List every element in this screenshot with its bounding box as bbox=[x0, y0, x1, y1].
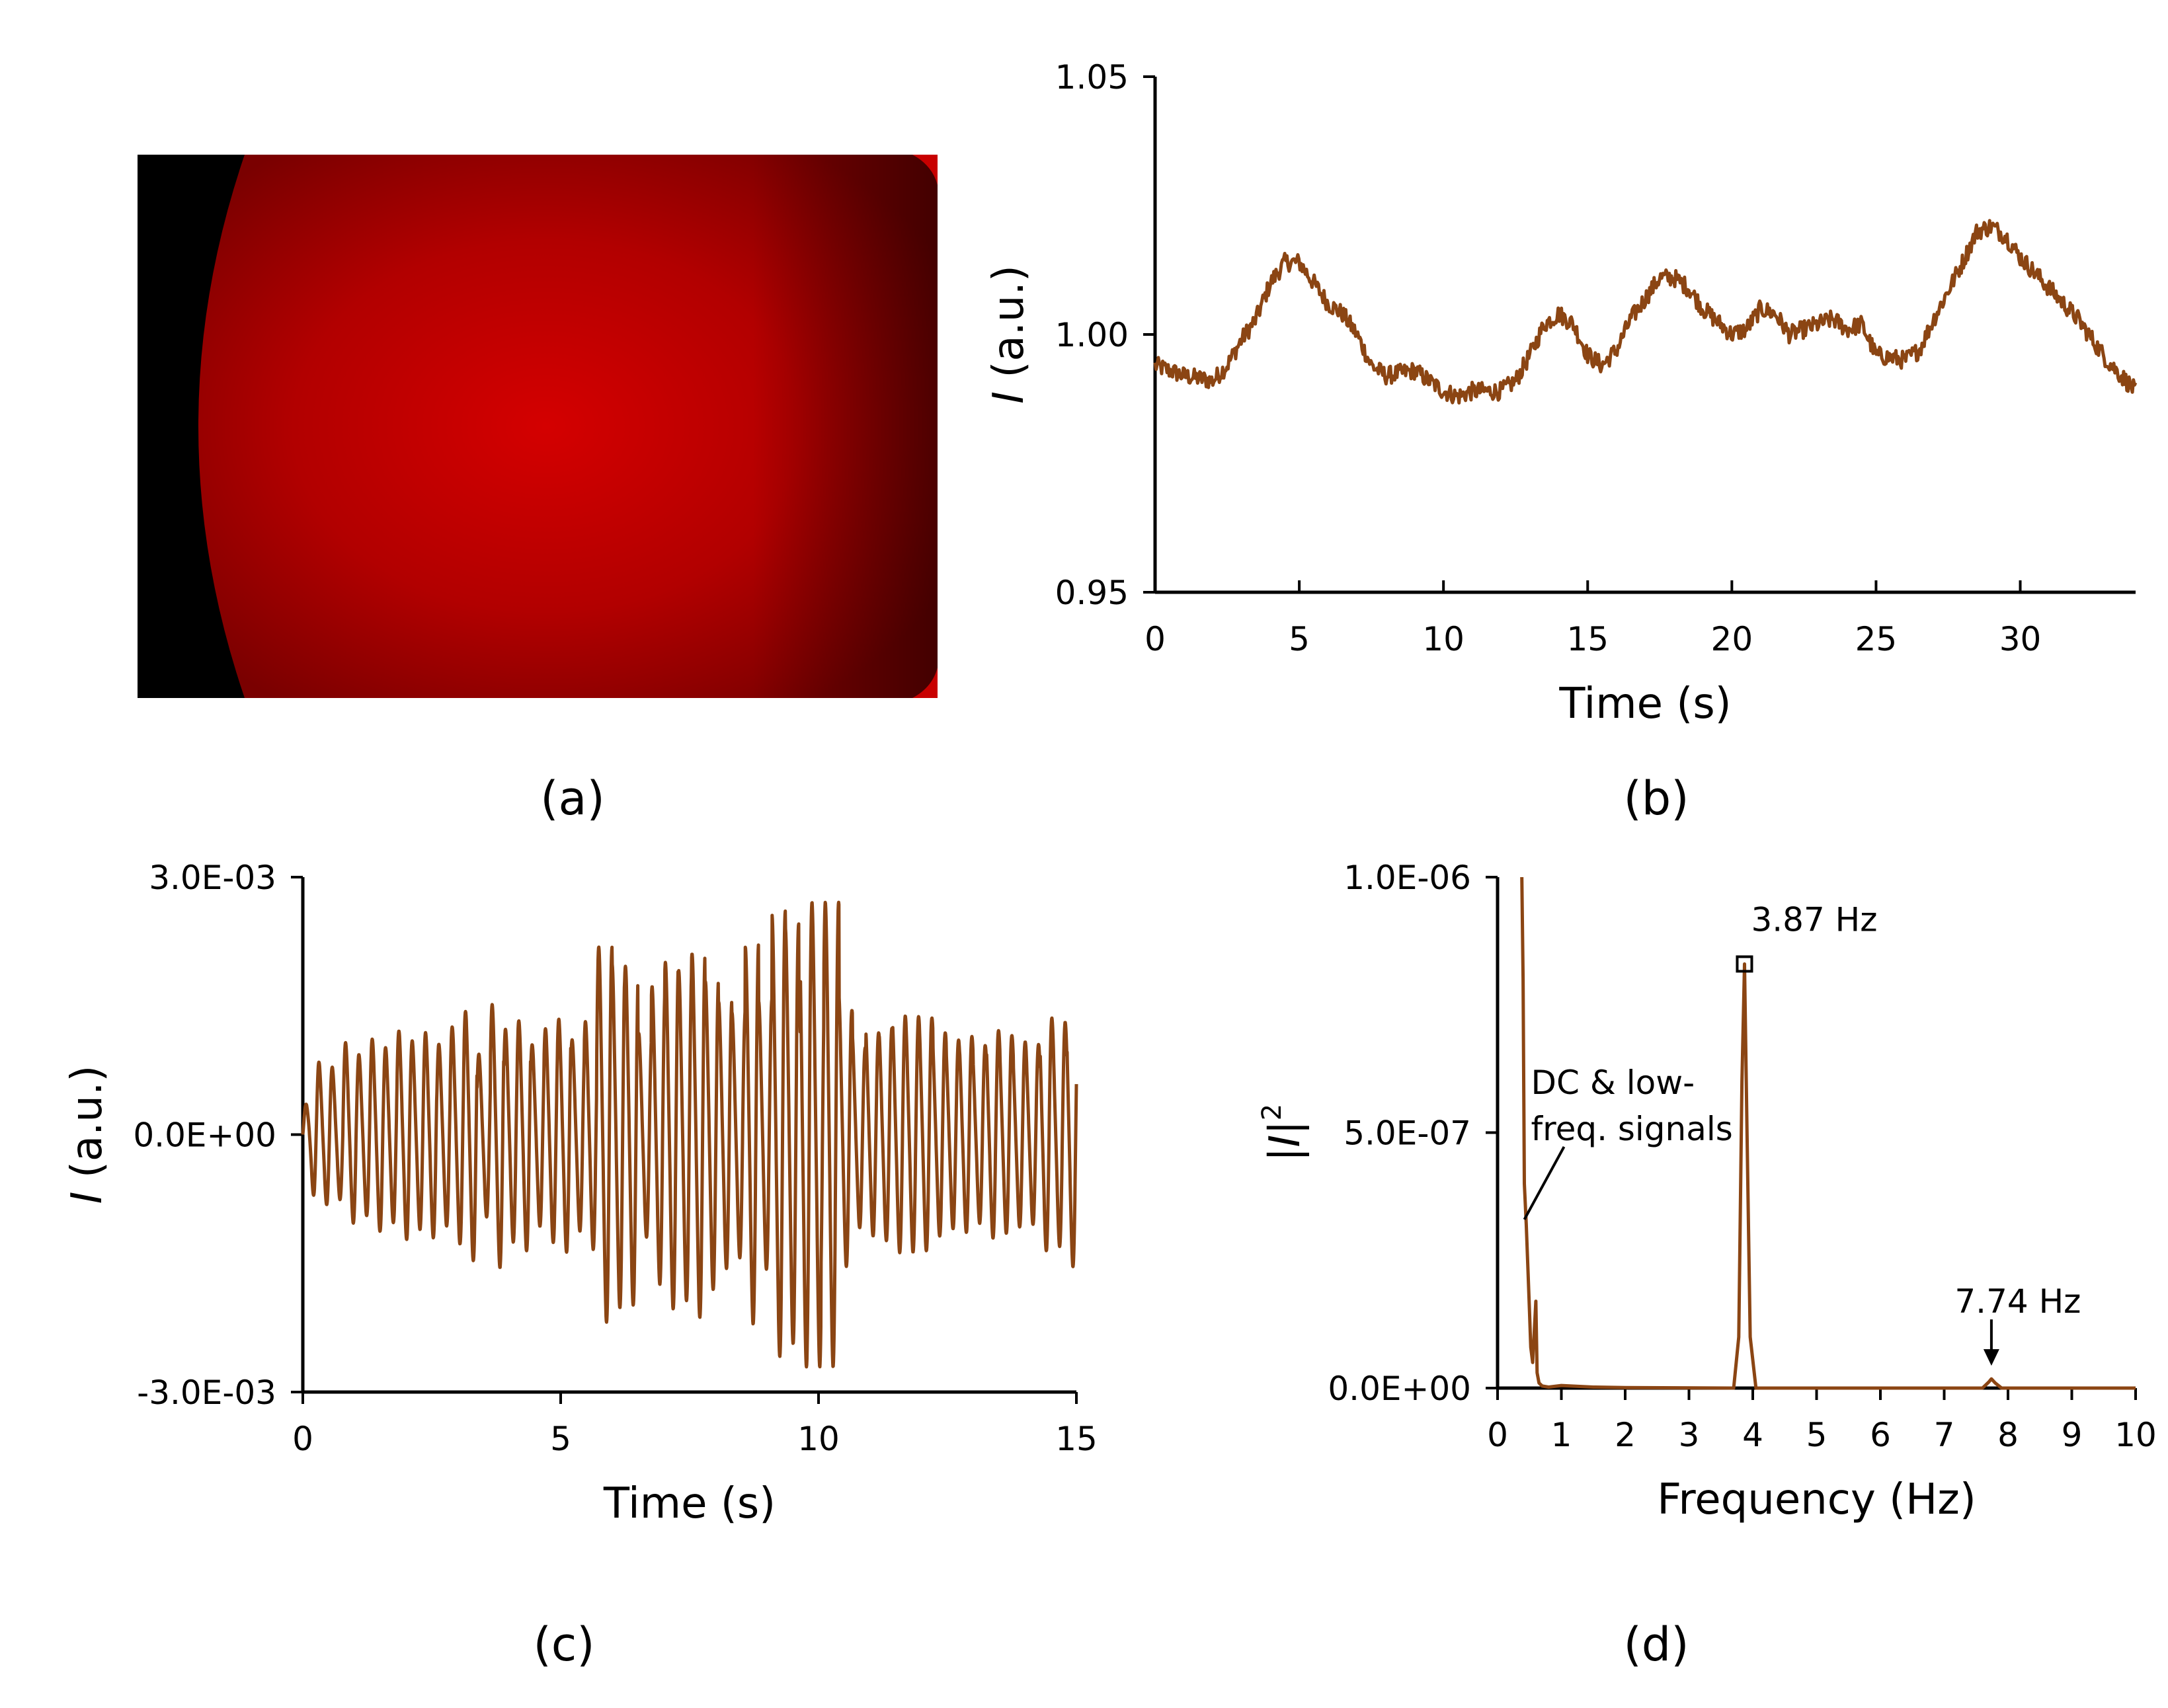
series-line-oscillation bbox=[301, 900, 1078, 1369]
y-tick-label: 0.0E+00 bbox=[133, 1116, 276, 1155]
x-tick-label: 5 bbox=[1806, 1416, 1827, 1454]
x-tick-label: 25 bbox=[1855, 620, 1898, 658]
x-tick-label: 0 bbox=[292, 1420, 313, 1458]
panel-label-c: (c) bbox=[533, 1617, 594, 1672]
annotation-dc-label-line1: DC & low- bbox=[1531, 1064, 1695, 1102]
chart-b: 0.95 1.00 1.05 0 5 10 15 20 25 30 Time (s) I (a.u.)… bbox=[984, 58, 2138, 826]
y-axis-label-superscript: 2 bbox=[1257, 1104, 1287, 1120]
y-axis-label: I (a.u.) bbox=[984, 265, 1033, 404]
y-tick-label: 0.0E+00 bbox=[1328, 1370, 1471, 1408]
y-tick-label: 1.00 bbox=[1055, 316, 1129, 354]
annotation-peak-label: 3.87 Hz bbox=[1751, 900, 1877, 939]
x-tick-label: 10 bbox=[797, 1420, 840, 1458]
y-tick-label: 1.0E-06 bbox=[1344, 859, 1471, 897]
y-axis-label-units: (a.u.) bbox=[984, 265, 1033, 391]
y-tick-label: 3.0E-03 bbox=[149, 859, 276, 897]
x-tick-label: 10 bbox=[2114, 1416, 2157, 1454]
annotation-leader-line bbox=[1523, 1145, 1566, 1220]
panel-label-d: (d) bbox=[1623, 1617, 1689, 1672]
series-line-intensity bbox=[1153, 219, 2138, 405]
y-tick-label: 5.0E-07 bbox=[1344, 1114, 1471, 1153]
y-axis-label-units: (a.u.) bbox=[63, 1066, 112, 1192]
x-tick-label: 6 bbox=[1870, 1416, 1891, 1454]
corner-highlight-top bbox=[912, 155, 938, 185]
annotation-dc-label-line2: freq. signals bbox=[1531, 1110, 1733, 1148]
y-axis-label-italic: I bbox=[984, 391, 1033, 404]
x-tick-label: 5 bbox=[550, 1420, 571, 1458]
panel-label-b: (b) bbox=[1623, 771, 1689, 826]
x-tick-label: 2 bbox=[1615, 1416, 1636, 1454]
x-tick-label: 7 bbox=[1934, 1416, 1955, 1454]
x-tick-label: 15 bbox=[1566, 620, 1609, 658]
y-tick-label: 0.95 bbox=[1055, 574, 1129, 612]
x-tick-label: 9 bbox=[2062, 1416, 2083, 1454]
x-tick-label: 8 bbox=[1997, 1416, 2019, 1454]
x-axis-label: Time (s) bbox=[603, 1479, 776, 1528]
series-line-power-spectrum bbox=[1520, 876, 2136, 1390]
x-tick-label: 3 bbox=[1679, 1416, 1700, 1454]
glow-shade bbox=[198, 155, 938, 698]
x-tick-label: 4 bbox=[1742, 1416, 1763, 1454]
y-tick-label: 1.05 bbox=[1055, 58, 1129, 97]
x-tick-label: 15 bbox=[1055, 1420, 1098, 1458]
y-axis-label: |I|2 bbox=[1257, 1104, 1310, 1161]
annotation-harmonic-label: 7.74 Hz bbox=[1954, 1282, 2081, 1321]
x-tick-label: 1 bbox=[1551, 1416, 1572, 1454]
chart-d: 0.0E+00 5.0E-07 1.0E-06 0 1 2 3 4 5 6 7 8 9 10 Frequen… bbox=[1257, 859, 2157, 1672]
x-tick-label: 20 bbox=[1711, 620, 1753, 658]
x-tick-label: 5 bbox=[1289, 620, 1310, 658]
chart-c: -3.0E-03 0.0E+00 3.0E-03 0 5 10 15 Time (s) I (a… bbox=[63, 859, 1098, 1672]
x-tick-label: 0 bbox=[1144, 620, 1166, 658]
y-axis-label-italic: I bbox=[63, 1191, 112, 1204]
y-axis-label: I (a.u.) bbox=[63, 1066, 112, 1204]
y-tick-label: -3.0E-03 bbox=[137, 1374, 276, 1412]
corner-highlight-bottom bbox=[912, 668, 938, 698]
x-axis-label: Frequency (Hz) bbox=[1657, 1475, 1976, 1524]
annotation-arrow-head bbox=[1983, 1349, 1999, 1366]
panel-a-image bbox=[138, 155, 938, 698]
x-tick-label: 10 bbox=[1422, 620, 1465, 658]
peak-marker-square bbox=[1736, 955, 1753, 973]
x-tick-label: 30 bbox=[1999, 620, 2042, 658]
x-axis-label: Time (s) bbox=[1558, 679, 1731, 728]
y-axis-label-main: |I| bbox=[1261, 1120, 1310, 1161]
x-tick-label: 0 bbox=[1487, 1416, 1508, 1454]
panel-label-a: (a) bbox=[540, 771, 605, 826]
